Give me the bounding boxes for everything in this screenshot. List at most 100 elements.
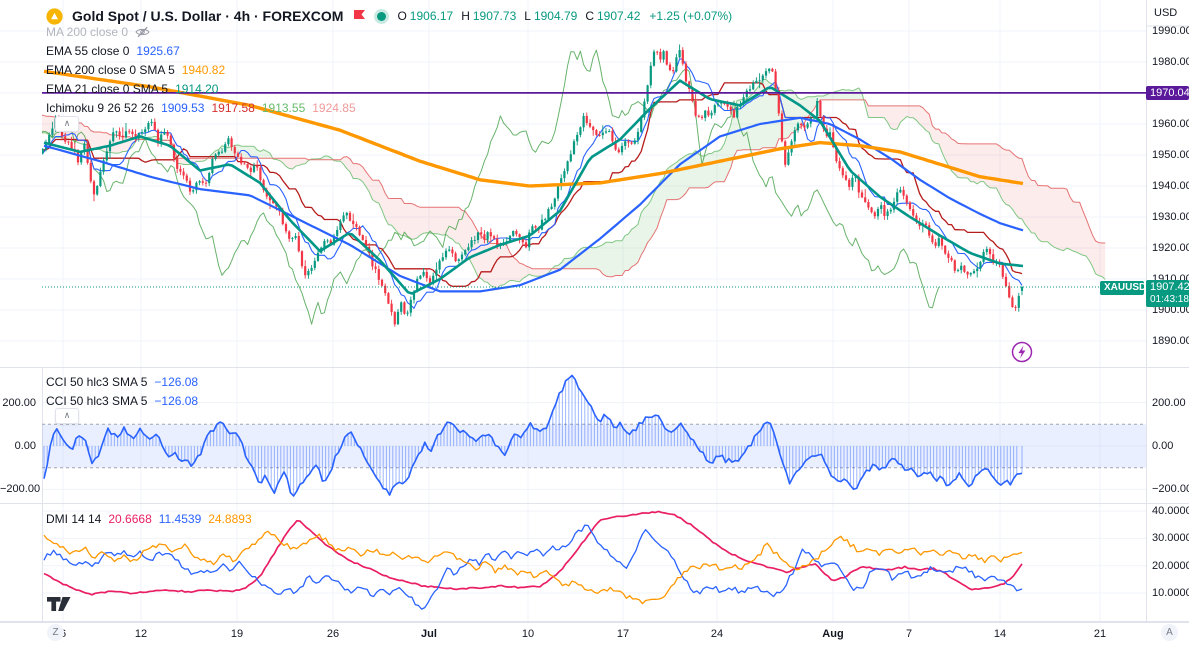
price-level-label: 1970.04 (1146, 86, 1189, 100)
time-tick-label: 19 (230, 628, 244, 640)
kijun-line (42, 82, 1023, 287)
time-tick-label: 26 (326, 628, 340, 640)
indicator-legend-row[interactable]: CCI 50 hlc3 SMA 5 −126.08 (46, 374, 198, 390)
indicator-title: DMI 14 14 (46, 512, 102, 526)
indicator-legend-row[interactable]: DMI 14 14 20.6668 11.4539 24.8893 (46, 511, 252, 527)
indicator-value: 1924.85 (312, 101, 356, 115)
indicator-value: 1913.55 (261, 101, 306, 115)
price-tick-label: 1890.00 (1152, 335, 1189, 347)
price-axis-currency-label[interactable]: USD (1154, 7, 1178, 19)
dmi-plusminus-di-line (43, 524, 1023, 610)
ichimoku-cloud (553, 79, 864, 277)
price-tick-label: 10.0000 (1152, 587, 1189, 599)
price-tick-label: 1950.00 (1152, 149, 1189, 161)
indicator-title: EMA 55 close 0 (46, 44, 130, 58)
current-price-label: 1907.42 01:43:18 (1146, 280, 1189, 307)
indicator-legend-row[interactable]: CCI 50 hlc3 SMA 5 −126.08 (46, 393, 198, 409)
indicator-value: 1925.67 (136, 44, 180, 58)
time-tick-label: Jul (421, 628, 437, 640)
indicator-title: MA 200 close 0 (46, 25, 129, 39)
indicator-title: EMA 200 close 0 SMA 5 (46, 63, 175, 77)
chikou-line (42, 49, 940, 325)
indicator-title: CCI 50 hlc3 SMA 5 (46, 394, 148, 408)
dmi-adx-line (43, 510, 1023, 596)
time-tick-label: Aug (822, 628, 844, 640)
ohlc-o: O 1906.17 (397, 9, 454, 23)
current-price-value: 1907.42 (1150, 281, 1189, 293)
price-tick-label: 40.0000 (1152, 505, 1189, 518)
symbol-header[interactable]: Gold Spot / U.S. Dollar · 4h · FOREXCOM … (46, 6, 732, 26)
flash-mode-icon[interactable] (1011, 341, 1033, 363)
indicator-legend-row[interactable]: EMA 21 close 0 SMA 5 1914.20 (46, 81, 218, 97)
bar-countdown: 01:43:18 (1150, 294, 1189, 305)
price-tick-label: 20.0000 (1152, 559, 1189, 572)
dmi-minus-di-line (43, 530, 1023, 605)
indicator-title: CCI 50 hlc3 SMA 5 (46, 375, 148, 389)
time-tick-label: 24 (710, 628, 724, 640)
auto-scale-chip[interactable]: A (1161, 624, 1178, 641)
indicator-value: 1914.20 (175, 82, 219, 96)
indicator-value: 20.6668 (108, 512, 152, 526)
price-tick-label: 1900.00 (1152, 304, 1189, 316)
indicator-value: −126.08 (154, 375, 199, 389)
time-tick-label: 14 (993, 628, 1007, 640)
cci-left-tick-label: 200.00 (2, 396, 36, 409)
symbol-title[interactable]: Gold Spot / U.S. Dollar · 4h · FOREXCOM (72, 8, 344, 24)
time-tick-label: 17 (616, 628, 630, 640)
price-tick-label: 200.00 (1152, 396, 1186, 409)
dmi-pane (43, 510, 1023, 610)
indicator-value: 1909.53 (161, 101, 205, 115)
price-tick-label: 1990.00 (1152, 25, 1189, 37)
cci-left-tick-label: 0.00 (14, 440, 36, 452)
indicator-legend-row[interactable]: EMA 55 close 0 1925.67 (46, 43, 180, 59)
main-price-pane (42, 44, 1106, 327)
time-axis[interactable]: 6121926Jul101724Aug71421 (0, 622, 1189, 645)
indicator-title: EMA 21 close 0 SMA 5 (46, 82, 169, 96)
time-tick-label: 7 (905, 628, 913, 640)
ohlc-values: O 1906.17 H 1907.73 L 1904.79 C 1907.42 (397, 9, 640, 23)
price-tick-label: 0.00 (1152, 440, 1174, 452)
ichimoku-cloud (271, 156, 310, 169)
ohlc-h: H 1907.73 (461, 9, 517, 23)
tradingview-logo[interactable] (47, 597, 71, 611)
price-tick-label: 30.0000 (1152, 532, 1189, 545)
indicator-title: Ichimoku 9 26 52 26 (46, 101, 155, 115)
price-tick-label: 1930.00 (1152, 211, 1189, 223)
market-status-dot[interactable] (377, 11, 387, 21)
time-tick-label: 12 (134, 628, 148, 640)
indicator-value: 24.8893 (208, 512, 252, 526)
indicator-value: 11.4539 (158, 512, 202, 526)
price-tick-label: 1960.00 (1152, 118, 1189, 130)
ichimoku-cloud (332, 156, 554, 289)
collapse-cci-legend-button[interactable]: ∧ (55, 408, 79, 424)
ichimoku-cloud (863, 99, 1106, 280)
gold-coin-icon (46, 7, 63, 25)
indicator-value: 1917.58 (211, 101, 255, 115)
indicator-value: −126.08 (154, 394, 199, 408)
ichimoku-cloud (310, 156, 333, 160)
ohlc-l: L 1904.79 (524, 9, 578, 23)
flag-icon[interactable] (352, 9, 366, 24)
price-tick-label: −200.00 (1152, 483, 1189, 496)
senkou-b-line (42, 99, 1106, 278)
cci-pane (42, 374, 1146, 497)
ema21-line (43, 79, 1024, 295)
ema55-line (43, 116, 1024, 293)
indicator-value: 1940.82 (181, 63, 226, 77)
indicator-legend-row[interactable]: MA 200 close 0 (46, 24, 150, 40)
price-tick-label: 1940.00 (1152, 180, 1189, 192)
eye-off-icon[interactable] (135, 26, 150, 38)
collapse-legend-button[interactable]: ∧ (55, 116, 79, 132)
timezone-chip[interactable]: Z (47, 624, 64, 641)
tenkan-line (42, 58, 1023, 309)
time-tick-label: 10 (521, 628, 535, 640)
cci-line (43, 374, 1023, 497)
indicator-legend-row[interactable]: Ichimoku 9 26 52 26 1909.53 1917.58 1913.55… (46, 100, 356, 116)
cci-left-tick-label: −200.00 (0, 483, 41, 496)
ohlc-c: C 1907.42 (585, 9, 641, 23)
cci-band (42, 424, 1146, 468)
indicator-legend-row[interactable]: EMA 200 close 0 SMA 5 1940.82 (46, 62, 225, 78)
change-value: +1.25 (+0.07%) (649, 9, 733, 23)
